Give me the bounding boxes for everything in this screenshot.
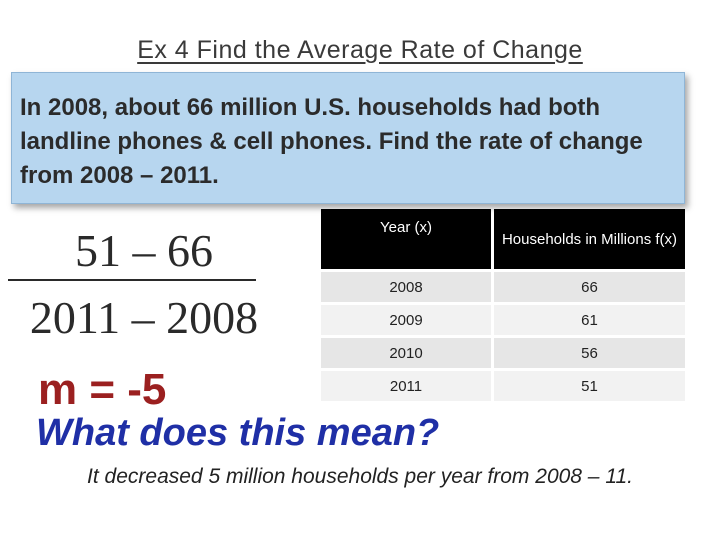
cell-year: 2008	[321, 272, 491, 302]
question-text: What does this mean?	[36, 412, 440, 454]
table-header-row: Year (x) Households in Millions f(x)	[321, 209, 685, 269]
table-row: 2009 61	[321, 305, 685, 335]
rate-fraction: 51 – 66 2011 – 2008	[16, 220, 272, 343]
cell-households: 56	[494, 338, 685, 368]
data-table: Year (x) Households in Millions f(x) 200…	[318, 206, 688, 404]
cell-households: 51	[494, 371, 685, 401]
cell-year: 2011	[321, 371, 491, 401]
problem-box: In 2008, about 66 million U.S. household…	[11, 72, 685, 204]
answer-text: It decreased 5 million households per ye…	[87, 465, 633, 488]
cell-year: 2009	[321, 305, 491, 335]
table-row: 2008 66	[321, 272, 685, 302]
fraction-denominator: 2011 – 2008	[29, 292, 259, 343]
header-households: Households in Millions f(x)	[494, 209, 685, 269]
problem-statement: In 2008, about 66 million U.S. household…	[20, 94, 643, 189]
cell-year: 2010	[321, 338, 491, 368]
table-row: 2010 56	[321, 338, 685, 368]
fraction-numerator: 51 – 66	[75, 225, 213, 276]
slope-result: m = -5	[38, 365, 167, 414]
cell-households: 66	[494, 272, 685, 302]
table-row: 2011 51	[321, 371, 685, 401]
cell-households: 61	[494, 305, 685, 335]
header-year: Year (x)	[321, 209, 491, 269]
fraction-bar	[8, 279, 256, 281]
slide-title: Ex 4 Find the Average Rate of Change	[137, 36, 583, 64]
